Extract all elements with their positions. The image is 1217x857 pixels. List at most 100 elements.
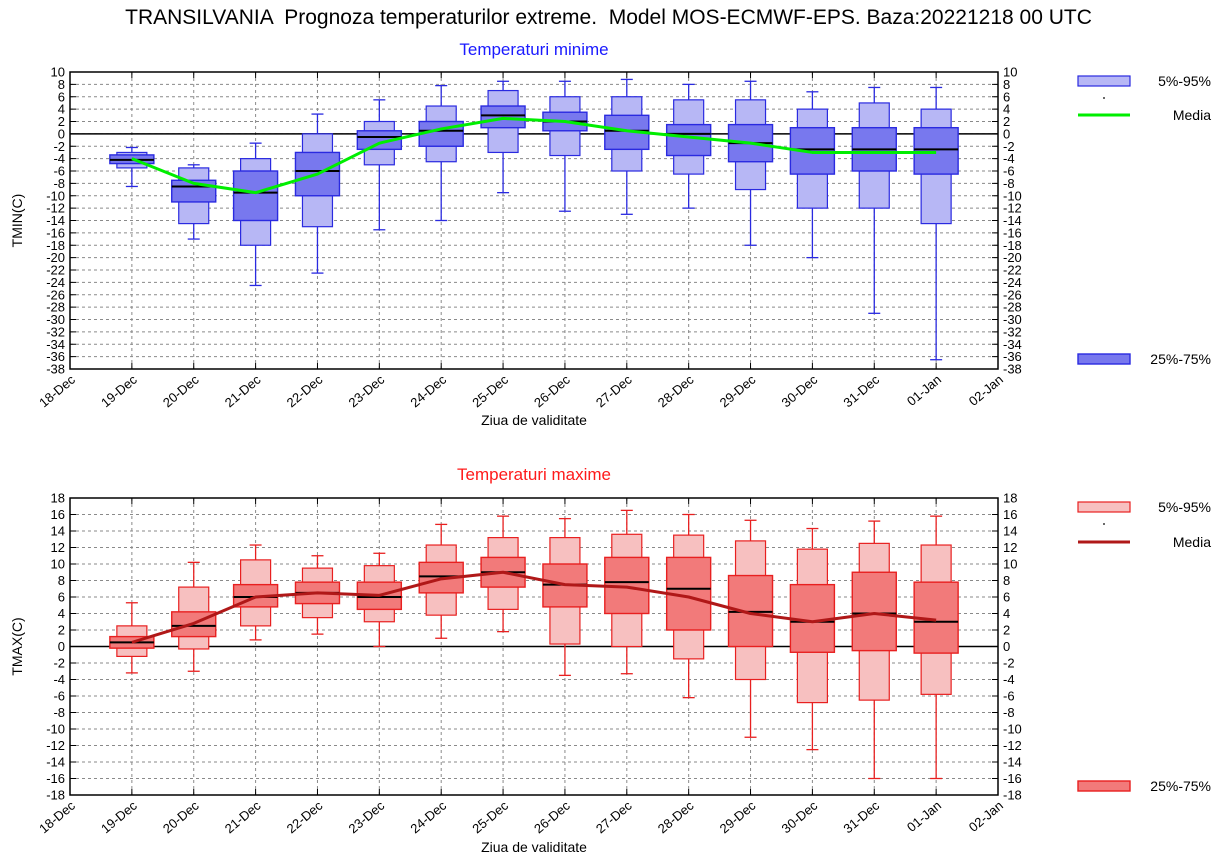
- panel1-ytick-label-right: -36: [1003, 349, 1022, 364]
- panel2-ytick-label-right: -12: [1003, 738, 1022, 753]
- panel2-ytick-label-left: 16: [51, 507, 65, 522]
- panel2-ytick-label-left: 18: [51, 491, 65, 506]
- panel2-plot-frame: [69, 497, 999, 796]
- panel1-box-25-75: [418, 120, 464, 147]
- panel1-ytick-label-right: -34: [1003, 337, 1022, 352]
- panel1-ytick-label-left: 6: [58, 89, 65, 104]
- panel1-xtick-label: 19-Dec: [98, 371, 140, 410]
- panel2-title: Temperaturi maxime: [457, 465, 611, 484]
- panel2-legend-swatch-5-95: [1077, 501, 1131, 513]
- panel1-ytick-label-right: 6: [1003, 89, 1010, 104]
- panel2-ytick-label-right: -2: [1003, 656, 1015, 671]
- panel1-ytick-label-right: -30: [1003, 312, 1022, 327]
- panel1-box-25-75: [232, 170, 279, 222]
- panel2-xtick-label: 26-Dec: [531, 797, 573, 836]
- panel1-box-25-75: [480, 105, 526, 129]
- panel1-box-25-75: [356, 130, 403, 151]
- panel2-ytick-label-left: 4: [58, 606, 65, 621]
- panel1-ytick-label-right: -10: [1003, 188, 1022, 203]
- panel2-ytick-label-left: -10: [46, 722, 65, 737]
- panel2-legend-label-mean: Media: [1173, 534, 1211, 550]
- panel2-ytick-label-left: 2: [58, 623, 65, 638]
- panel1-plot-frame: [69, 71, 999, 370]
- panel2-ylabel: TMAX(C): [9, 617, 25, 675]
- panel1-ytick-label-left: -24: [46, 275, 65, 290]
- panel2-xtick-label: 20-Dec: [160, 797, 202, 836]
- panel1-xtick-label: 22-Dec: [284, 371, 326, 410]
- panel1-xtick-label: 30-Dec: [779, 371, 821, 410]
- panel1-xtick-label: 20-Dec: [160, 371, 202, 410]
- panel1-ytick-label-right: 4: [1003, 102, 1010, 117]
- panel1-ytick-label-left: 10: [51, 65, 65, 80]
- panel2-xtick-label: 18-Dec: [36, 797, 78, 836]
- panel1-legend-label-5-95: 5%-95%: [1158, 73, 1211, 89]
- panel1-ytick-label-left: -4: [53, 151, 65, 166]
- panel1-ytick-label-left: 2: [58, 114, 65, 129]
- panel2-legend-dot: [1103, 523, 1105, 525]
- panel2-xtick-label: 19-Dec: [98, 797, 140, 836]
- panel1-ytick-label-left: -2: [53, 139, 65, 154]
- panel2-legend-swatch-25-75: [1077, 780, 1131, 792]
- panel2-ytick-label-right: 10: [1003, 557, 1017, 572]
- panel2-ytick-label-left: 0: [58, 639, 65, 654]
- panel2-ytick-label-right: 14: [1003, 524, 1017, 539]
- panel1-xtick-label: 21-Dec: [222, 371, 264, 410]
- panel1-ytick-label-left: 4: [58, 102, 65, 117]
- panel2-legend-label-25-75: 25%-75%: [1150, 778, 1211, 794]
- panel1-ytick-label-left: -14: [46, 213, 65, 228]
- main-title: TRANSILVANIA Prognoza temperaturilor ext…: [125, 6, 1092, 29]
- panel2-ytick-label-left: 14: [51, 524, 65, 539]
- panel1-ylabel: TMIN(C): [9, 194, 25, 248]
- panel1-xtick-label: 24-Dec: [407, 371, 449, 410]
- panel1-legend-swatch-5-95: [1077, 75, 1131, 87]
- panel2-ytick-label-right: -14: [1003, 755, 1022, 770]
- panel1-ytick-label-right: -32: [1003, 324, 1022, 339]
- panel1-ytick-label-left: -20: [46, 250, 65, 265]
- panel1-ytick-label-right: 0: [1003, 126, 1010, 141]
- panel2-xtick-label: 27-Dec: [593, 797, 635, 836]
- panel2-ytick-label-left: 10: [51, 557, 65, 572]
- panel1-xtick-label: 25-Dec: [469, 371, 511, 410]
- panel2-legend-label-5-95: 5%-95%: [1158, 499, 1211, 515]
- panel1-xtick-label: 23-Dec: [346, 371, 388, 410]
- panel1-ytick-label-left: 8: [58, 77, 65, 92]
- panel1-xtick-label: 28-Dec: [655, 371, 697, 410]
- panel2-xtick-label: 30-Dec: [779, 797, 821, 836]
- panel1-ytick-label-left: -26: [46, 287, 65, 302]
- panel2-ytick-label-right: 12: [1003, 540, 1017, 555]
- panel1-ytick-label-left: -10: [46, 188, 65, 203]
- panel2-ytick-label-right: 8: [1003, 573, 1010, 588]
- panel1-mean-line: [131, 116, 937, 195]
- panel2-ytick-label-left: 8: [58, 573, 65, 588]
- panel2-xtick-label: 25-Dec: [469, 797, 511, 836]
- panel1-ytick-label-right: -4: [1003, 151, 1015, 166]
- panel2-ytick-label-left: -16: [46, 771, 65, 786]
- panel1-ytick-label-left: -28: [46, 300, 65, 315]
- panel2-ytick-label-right: -8: [1003, 705, 1015, 720]
- panel2-ytick-label-right: 16: [1003, 507, 1017, 522]
- panel1-legend-swatch-25-75: [1077, 353, 1131, 365]
- panel1-ytick-label-right: -16: [1003, 225, 1022, 240]
- panel1-xtick-label: 26-Dec: [531, 371, 573, 410]
- panel2-ytick-label-left: -8: [53, 705, 65, 720]
- panel1-ytick-label-right: 10: [1003, 65, 1017, 80]
- panel2-xtick-label: 22-Dec: [284, 797, 326, 836]
- panel2-ytick-label-right: -18: [1003, 788, 1022, 803]
- panel1-legend-dot: [1103, 97, 1105, 99]
- panel1-ytick-label-right: 8: [1003, 77, 1010, 92]
- panel2-ytick-label-left: -4: [53, 672, 65, 687]
- panel1-ytick-label-left: 0: [58, 126, 65, 141]
- panel1-box-25-75: [665, 123, 712, 157]
- panel1-ytick-label-right: -8: [1003, 176, 1015, 191]
- panel2-xtick-label: 24-Dec: [407, 797, 449, 836]
- panel1-ytick-label-right: -18: [1003, 238, 1022, 253]
- panel1-ytick-label-left: -22: [46, 263, 65, 278]
- panel1-xtick-label: 01-Jan: [904, 372, 944, 409]
- panel2-ytick-label-left: -18: [46, 788, 65, 803]
- panel1-ytick-label-left: -38: [46, 362, 65, 377]
- panel1-legend-label-25-75: 25%-75%: [1150, 351, 1211, 367]
- panel2-xtick-label: 02-Jan: [966, 798, 1006, 835]
- panel1-ytick-label-right: -6: [1003, 164, 1015, 179]
- panel2-ytick-label-right: 2: [1003, 623, 1010, 638]
